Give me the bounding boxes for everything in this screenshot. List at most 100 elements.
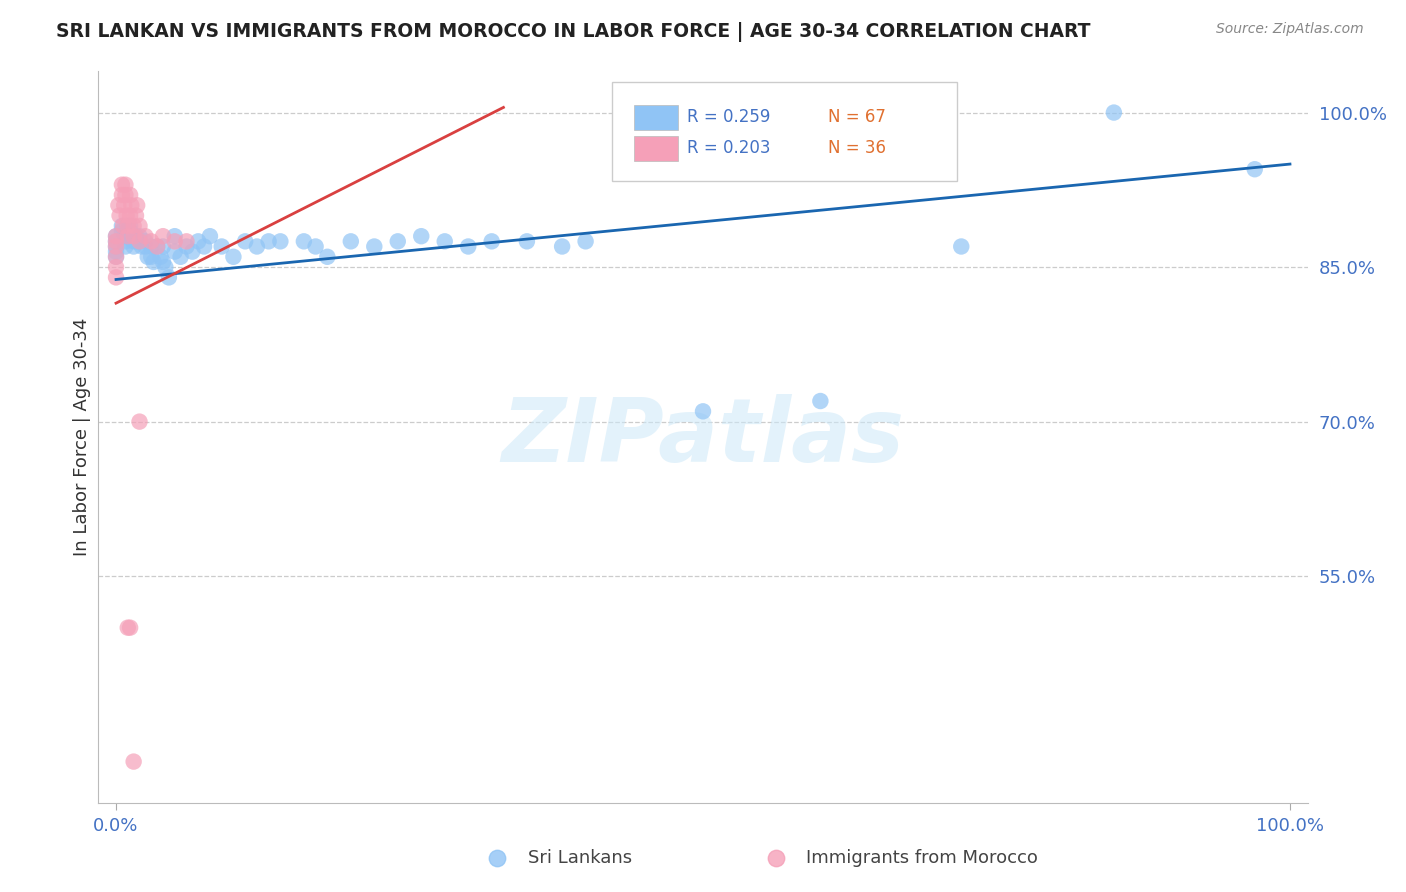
Point xyxy=(128,229,150,244)
Point xyxy=(112,219,135,233)
Point xyxy=(117,224,139,238)
Point xyxy=(146,239,169,253)
Point xyxy=(152,255,174,269)
Point xyxy=(115,209,138,223)
Point xyxy=(117,219,139,233)
Y-axis label: In Labor Force | Age 30-34: In Labor Force | Age 30-34 xyxy=(73,318,91,557)
Point xyxy=(127,198,149,212)
Point xyxy=(169,250,191,264)
Point xyxy=(117,229,139,244)
Point xyxy=(105,229,128,244)
Point xyxy=(387,235,409,249)
Point xyxy=(222,250,245,264)
Point xyxy=(128,415,150,429)
Point xyxy=(120,188,142,202)
Point xyxy=(105,239,128,253)
Point xyxy=(193,239,215,253)
Point xyxy=(105,250,128,264)
Point xyxy=(257,235,280,249)
Point xyxy=(105,244,128,259)
Point xyxy=(105,239,128,253)
Point xyxy=(363,239,385,253)
Point xyxy=(105,229,128,244)
FancyBboxPatch shape xyxy=(634,136,678,161)
Point xyxy=(808,394,831,409)
Point xyxy=(155,260,177,274)
Point xyxy=(433,235,456,249)
Point xyxy=(105,235,128,249)
Point xyxy=(146,239,169,253)
Point xyxy=(120,621,142,635)
Point xyxy=(111,188,134,202)
Point xyxy=(198,229,221,244)
Point xyxy=(134,235,156,249)
Point xyxy=(457,239,479,253)
Point xyxy=(128,235,150,249)
Point xyxy=(142,255,165,269)
Point xyxy=(117,621,139,635)
Point xyxy=(125,235,148,249)
Text: R = 0.203: R = 0.203 xyxy=(688,139,770,157)
Point xyxy=(112,229,135,244)
Point xyxy=(114,239,136,253)
Point xyxy=(233,235,256,249)
Point xyxy=(134,229,156,244)
Point xyxy=(117,229,139,244)
Point xyxy=(292,235,315,249)
Point xyxy=(122,755,145,769)
Point xyxy=(141,235,163,249)
Point xyxy=(481,235,503,249)
Point xyxy=(120,209,142,223)
Point xyxy=(105,235,128,249)
Point xyxy=(411,229,433,244)
Point xyxy=(516,235,538,249)
Point xyxy=(120,219,142,233)
Text: SRI LANKAN VS IMMIGRANTS FROM MOROCCO IN LABOR FORCE | AGE 30-34 CORRELATION CHA: SRI LANKAN VS IMMIGRANTS FROM MOROCCO IN… xyxy=(56,22,1091,42)
Point xyxy=(950,239,973,253)
Point xyxy=(157,270,180,285)
Point xyxy=(163,244,186,259)
Point xyxy=(120,224,142,238)
Point xyxy=(122,239,145,253)
Point xyxy=(176,235,198,249)
Point xyxy=(105,260,128,274)
Point xyxy=(316,250,339,264)
Point xyxy=(136,250,159,264)
Point xyxy=(108,209,131,223)
Point xyxy=(152,229,174,244)
Point xyxy=(304,239,326,253)
Point xyxy=(114,188,136,202)
Text: R = 0.259: R = 0.259 xyxy=(688,109,770,127)
Point xyxy=(112,198,135,212)
Point xyxy=(211,239,233,253)
Point xyxy=(269,235,291,249)
Point xyxy=(120,198,142,212)
Point xyxy=(128,235,150,249)
Point xyxy=(176,239,198,253)
Point xyxy=(181,244,204,259)
Point xyxy=(114,178,136,192)
FancyBboxPatch shape xyxy=(634,105,678,130)
Text: N = 67: N = 67 xyxy=(828,109,886,127)
Point xyxy=(114,235,136,249)
Point xyxy=(111,219,134,233)
Point xyxy=(120,229,142,244)
Point xyxy=(141,239,163,253)
Point xyxy=(105,270,128,285)
Point xyxy=(111,224,134,238)
Point xyxy=(163,229,186,244)
Point xyxy=(122,219,145,233)
Point xyxy=(122,229,145,244)
Point xyxy=(107,198,129,212)
Point xyxy=(163,235,186,249)
Point xyxy=(149,250,172,264)
Point xyxy=(122,235,145,249)
Point xyxy=(1102,105,1125,120)
Point xyxy=(125,209,148,223)
Point xyxy=(105,250,128,264)
Text: Source: ZipAtlas.com: Source: ZipAtlas.com xyxy=(1216,22,1364,37)
Text: Sri Lankans: Sri Lankans xyxy=(527,848,631,867)
Point xyxy=(152,239,174,253)
Point xyxy=(125,229,148,244)
Text: Immigrants from Morocco: Immigrants from Morocco xyxy=(806,848,1038,867)
